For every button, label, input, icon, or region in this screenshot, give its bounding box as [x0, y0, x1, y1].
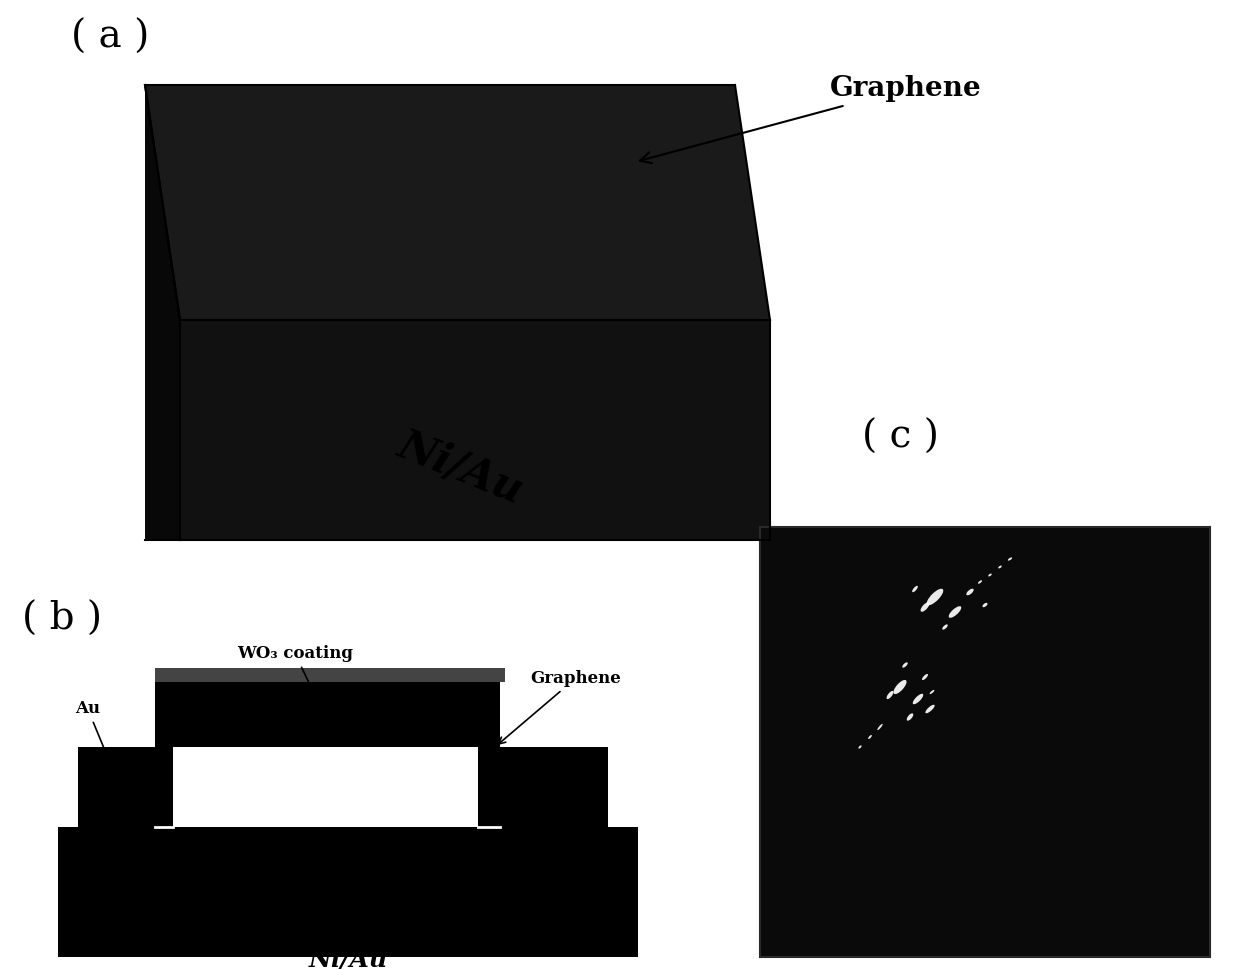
Ellipse shape — [949, 606, 961, 617]
Ellipse shape — [877, 724, 883, 730]
Ellipse shape — [920, 602, 929, 612]
Ellipse shape — [913, 694, 923, 704]
Ellipse shape — [982, 603, 987, 607]
Text: Au: Au — [75, 700, 116, 778]
Ellipse shape — [1008, 558, 1012, 561]
Ellipse shape — [912, 586, 918, 592]
Ellipse shape — [966, 589, 974, 595]
Text: ( c ): ( c ) — [861, 418, 939, 455]
Bar — [58, 827, 638, 957]
Bar — [760, 527, 1210, 957]
Text: ( b ): ( b ) — [22, 601, 103, 638]
Text: Graphene: Graphene — [640, 75, 982, 163]
Text: ( a ): ( a ) — [71, 19, 150, 56]
Ellipse shape — [978, 580, 982, 583]
Ellipse shape — [998, 566, 1002, 569]
Text: Ni/Au: Ni/Au — [391, 423, 529, 511]
Ellipse shape — [925, 704, 935, 713]
Bar — [477, 747, 609, 827]
Text: WO₃ coating: WO₃ coating — [238, 645, 353, 723]
Ellipse shape — [922, 674, 928, 680]
Ellipse shape — [907, 713, 913, 721]
Bar — [155, 682, 500, 747]
Ellipse shape — [893, 680, 907, 694]
Polygon shape — [181, 320, 769, 540]
Ellipse shape — [858, 745, 861, 748]
Ellipse shape — [930, 690, 934, 694]
Bar — [155, 668, 505, 682]
Polygon shape — [145, 85, 769, 320]
Ellipse shape — [887, 691, 893, 700]
Ellipse shape — [988, 573, 992, 576]
Bar — [78, 747, 173, 827]
Ellipse shape — [902, 662, 908, 667]
Ellipse shape — [868, 735, 872, 739]
Ellipse shape — [943, 624, 948, 629]
Text: Ni/Au: Ni/Au — [308, 948, 387, 972]
Text: Graphene: Graphene — [499, 670, 621, 744]
Polygon shape — [145, 85, 181, 540]
Ellipse shape — [927, 589, 944, 606]
